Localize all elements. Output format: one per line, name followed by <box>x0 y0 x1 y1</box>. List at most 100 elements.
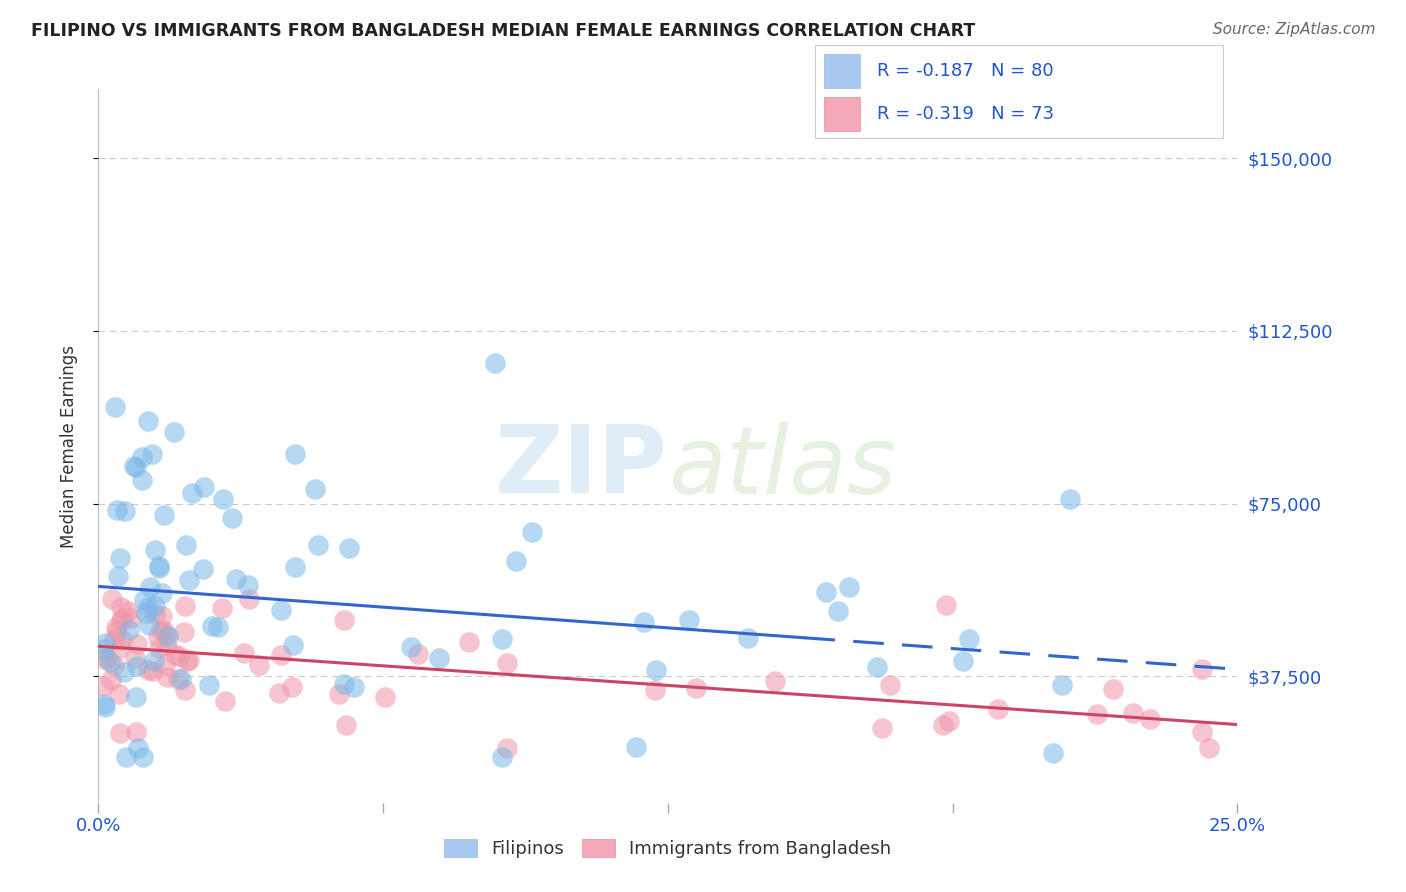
Point <box>93 700 115 714</box>
Bar <box>824 97 860 131</box>
Point <box>427 650 450 665</box>
Point <box>132 749 155 764</box>
Point <box>157 630 180 644</box>
Point <box>491 749 513 764</box>
Point <box>124 651 146 665</box>
Point <box>198 678 221 692</box>
Point <box>163 425 186 439</box>
Point <box>952 654 974 668</box>
Point <box>108 641 131 656</box>
Point <box>118 623 141 637</box>
Point <box>111 611 134 625</box>
Point <box>333 677 356 691</box>
Point <box>152 508 174 522</box>
Point <box>496 740 519 755</box>
Point <box>174 538 197 552</box>
Point <box>1191 725 1213 739</box>
Point <box>94 651 117 665</box>
Point <box>117 604 139 618</box>
Point <box>1042 747 1064 761</box>
Point <box>624 739 647 754</box>
Point <box>236 578 259 592</box>
Point <box>191 562 214 576</box>
Point <box>93 697 115 711</box>
Point <box>214 694 236 708</box>
Point <box>484 356 506 370</box>
Point <box>401 640 423 655</box>
Point <box>304 482 326 496</box>
Point <box>103 657 125 672</box>
Point <box>127 741 149 756</box>
Point <box>91 679 114 693</box>
Point <box>167 649 190 664</box>
Point <box>136 600 159 615</box>
Point <box>156 639 179 653</box>
Point <box>1122 706 1144 720</box>
Point <box>1191 662 1213 676</box>
Point <box>150 609 173 624</box>
Point <box>644 682 666 697</box>
Point <box>177 653 200 667</box>
Point <box>136 413 159 427</box>
Point <box>281 638 304 652</box>
Point <box>815 585 838 599</box>
Point <box>201 619 224 633</box>
Point <box>103 632 125 647</box>
Point <box>342 680 364 694</box>
Point <box>138 618 160 632</box>
Point <box>163 648 186 663</box>
Point <box>91 641 114 656</box>
Point <box>335 717 357 731</box>
Point <box>167 673 190 687</box>
Point <box>879 678 901 692</box>
Point <box>211 492 233 507</box>
Point <box>173 625 195 640</box>
Y-axis label: Median Female Earnings: Median Female Earnings <box>59 344 77 548</box>
Legend: Filipinos, Immigrants from Bangladesh: Filipinos, Immigrants from Bangladesh <box>437 831 898 865</box>
Point <box>737 631 759 645</box>
Point <box>495 656 517 670</box>
Text: R = -0.187   N = 80: R = -0.187 N = 80 <box>877 62 1053 79</box>
Point <box>104 620 127 634</box>
Point <box>935 598 957 612</box>
Point <box>284 447 307 461</box>
Point <box>522 525 544 540</box>
Point <box>156 669 179 683</box>
Point <box>120 610 142 624</box>
Point <box>284 559 307 574</box>
Point <box>135 606 157 620</box>
Point <box>1085 706 1108 721</box>
Point <box>148 561 170 575</box>
Point <box>763 673 786 688</box>
Point <box>238 591 260 606</box>
Point <box>96 651 118 665</box>
Point <box>142 654 165 668</box>
Point <box>332 613 354 627</box>
Point <box>143 607 166 621</box>
Point <box>1198 740 1220 755</box>
Point <box>108 687 131 701</box>
Point <box>112 665 135 679</box>
Text: R = -0.319   N = 73: R = -0.319 N = 73 <box>877 105 1053 123</box>
Point <box>138 664 160 678</box>
Point <box>145 599 167 613</box>
Point <box>225 572 247 586</box>
Text: atlas: atlas <box>668 422 896 513</box>
Point <box>150 585 173 599</box>
Point <box>173 682 195 697</box>
Point <box>153 624 176 639</box>
Point <box>141 447 163 461</box>
Point <box>931 718 953 732</box>
Point <box>193 480 215 494</box>
Point <box>233 646 256 660</box>
Point <box>176 655 198 669</box>
Point <box>270 603 292 617</box>
Point <box>104 400 127 414</box>
Point <box>107 569 129 583</box>
Point <box>122 459 145 474</box>
Point <box>125 725 148 739</box>
Point <box>142 664 165 678</box>
Point <box>281 680 304 694</box>
Point <box>115 749 138 764</box>
Point <box>177 573 200 587</box>
